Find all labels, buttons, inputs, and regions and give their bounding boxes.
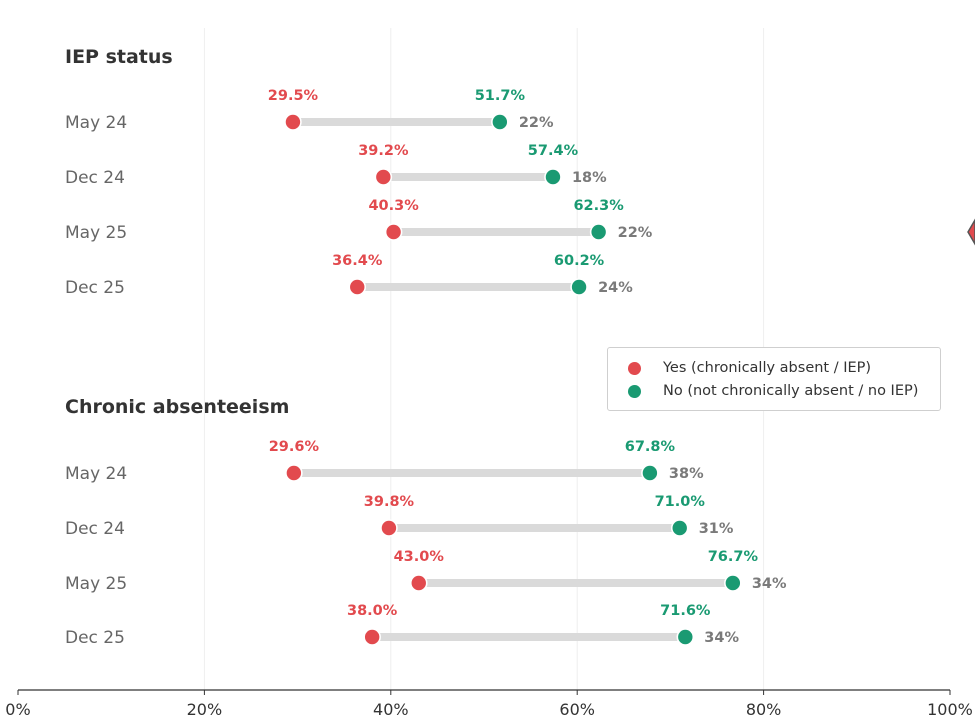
legend-swatch-yes <box>628 361 641 375</box>
dumbbell-row: May 24 29.6% 67.8% 38% <box>65 439 704 484</box>
yes-value-label: 40.3% <box>368 198 419 214</box>
dumbbell-row: Dec 25 38.0% 71.6% 34% <box>65 603 739 648</box>
yes-value-label: 39.2% <box>358 143 409 159</box>
yes-point <box>380 519 398 537</box>
gap-label: 34% <box>752 576 787 592</box>
yes-value-label: 39.8% <box>364 494 415 510</box>
no-point <box>641 464 659 482</box>
legend-item-yes: Yes (chronically absent / IEP) <box>628 358 871 378</box>
dumbbell-row: May 24 29.5% 51.7% 22% <box>65 88 554 133</box>
row-label: May 24 <box>65 464 127 484</box>
panel-title: Chronic absenteeism <box>65 396 289 418</box>
gap-label: 22% <box>618 225 653 241</box>
no-value-label: 71.0% <box>655 494 706 510</box>
no-value-label: 51.7% <box>475 88 526 104</box>
x-axis: 0% 20% 40% 60% 80% 100% <box>5 689 973 719</box>
panel: Chronic absenteeism May 24 29.6% 67.8% 38% De… <box>65 396 787 648</box>
yes-point <box>284 113 302 131</box>
no-point <box>676 628 695 646</box>
yes-value-label: 29.6% <box>269 439 320 455</box>
gap-label: 22% <box>519 115 554 131</box>
x-tick-label: 0% <box>5 700 30 719</box>
no-value-label: 71.6% <box>660 603 711 619</box>
row-label: May 25 <box>65 574 127 594</box>
dumbbell-row: May 25 43.0% 76.7% 34% <box>65 549 787 594</box>
dumbbell-row: Dec 24 39.8% 71.0% 31% <box>65 494 734 539</box>
no-value-label: 57.4% <box>528 143 579 159</box>
gap-label: 34% <box>704 630 739 646</box>
no-value-label: 60.2% <box>554 253 605 269</box>
row-label: Dec 25 <box>65 278 125 298</box>
legend-label-no: No (not chronically absent / no IEP) <box>663 383 919 399</box>
dumbbell-row: Dec 24 39.2% 57.4% 18% <box>65 143 607 188</box>
yes-point <box>348 278 367 296</box>
clipped-marker-icon <box>967 218 975 246</box>
row-label: Dec 24 <box>65 519 125 539</box>
no-point <box>670 519 689 537</box>
x-tick-label: 100% <box>927 700 973 719</box>
dumbbell-row: Dec 25 36.4% 60.2% 24% <box>65 253 633 298</box>
gap-label: 38% <box>669 466 704 482</box>
no-value-label: 62.3% <box>573 198 624 214</box>
no-point <box>491 113 509 131</box>
no-value-label: 67.8% <box>625 439 676 455</box>
x-tick-label: 20% <box>187 700 223 719</box>
legend: Yes (chronically absent / IEP) No (not c… <box>607 347 941 411</box>
no-point <box>544 168 562 186</box>
yes-value-label: 38.0% <box>347 603 398 619</box>
no-value-label: 76.7% <box>708 549 759 565</box>
row-label: May 24 <box>65 113 127 133</box>
no-point <box>724 574 742 592</box>
no-point <box>570 278 588 296</box>
row-label: May 25 <box>65 223 127 243</box>
no-point <box>589 223 608 241</box>
legend-label-yes: Yes (chronically absent / IEP) <box>663 360 872 376</box>
gap-label: 24% <box>598 280 633 296</box>
x-tick-label: 60% <box>559 700 595 719</box>
yes-point <box>374 168 393 186</box>
gap-label: 18% <box>572 170 607 186</box>
legend-item-no: No (not chronically absent / no IEP) <box>628 381 918 401</box>
panel: IEP status May 24 29.5% 51.7% 22% Dec 24 39.2%… <box>65 46 653 298</box>
yes-value-label: 43.0% <box>394 549 445 565</box>
row-label: Dec 24 <box>65 168 125 188</box>
row-label: Dec 25 <box>65 628 125 648</box>
yes-point <box>285 464 303 482</box>
x-tick-label: 40% <box>373 700 409 719</box>
yes-value-label: 36.4% <box>332 253 383 269</box>
panel-title: IEP status <box>65 46 173 68</box>
yes-value-label: 29.5% <box>268 88 319 104</box>
yes-point <box>384 223 403 241</box>
x-tick-label: 80% <box>746 700 782 719</box>
dumbbell-row: May 25 40.3% 62.3% 22% <box>65 198 653 243</box>
yes-point <box>363 628 381 646</box>
gap-label: 31% <box>699 521 734 537</box>
panels-layer: IEP status May 24 29.5% 51.7% 22% Dec 24 39.2%… <box>65 46 787 648</box>
legend-swatch-no <box>628 384 641 398</box>
yes-point <box>409 574 428 592</box>
